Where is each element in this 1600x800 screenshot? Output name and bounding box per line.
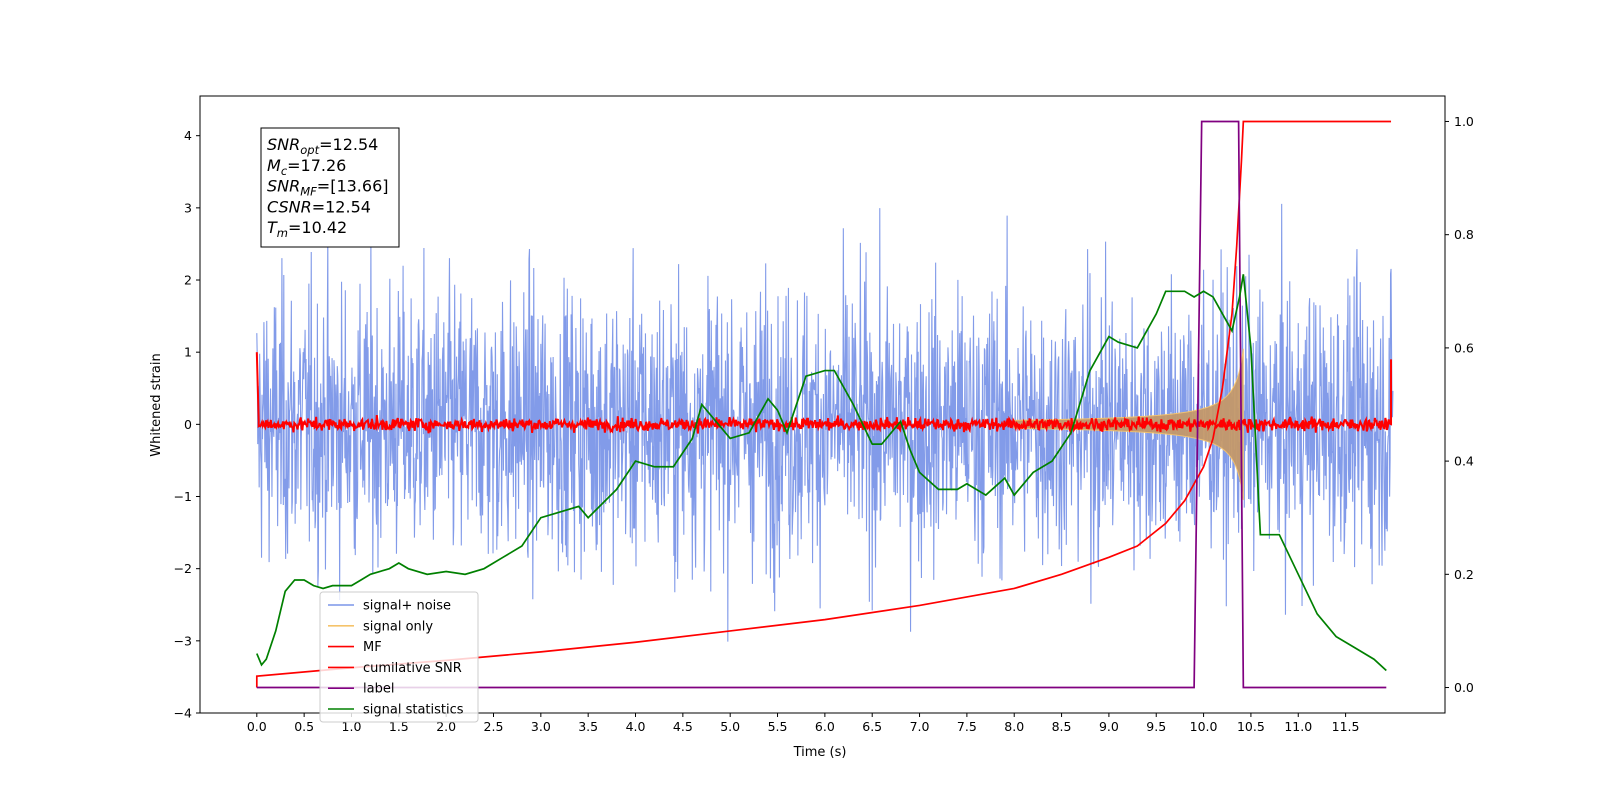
y-tick-label: 2 xyxy=(184,273,192,288)
annotation-frame xyxy=(260,127,400,248)
legend-label: label xyxy=(363,682,394,697)
y-axis-right: 0.0 0.2 0.4 0.6 0.8 1.0 xyxy=(1445,114,1474,695)
y2-tick-label: 1.0 xyxy=(1454,114,1474,129)
x-tick-label: 10.5 xyxy=(1237,719,1265,734)
legend-label: cumilative SNR xyxy=(363,661,462,676)
series-cumilative-snr xyxy=(255,120,1392,688)
x-tick-label: 11.5 xyxy=(1332,719,1360,734)
y-axis-label: Whitened strain xyxy=(149,353,164,456)
x-tick-label: 2.0 xyxy=(436,719,456,734)
annotation-line: SNRMF=[13.66] xyxy=(267,177,389,199)
x-tick-label: 7.5 xyxy=(957,719,977,734)
x-tick-label: 3.0 xyxy=(531,719,551,734)
x-axis-label: Time (s) xyxy=(793,745,847,760)
series-mf xyxy=(255,352,1393,436)
x-tick-label: 8.0 xyxy=(1004,719,1024,734)
x-tick-label: 4.0 xyxy=(626,719,646,734)
y2-tick-label: 0.6 xyxy=(1454,340,1474,355)
x-tick-label: 0.0 xyxy=(247,719,267,734)
y2-tick-label: 0.4 xyxy=(1454,454,1474,469)
legend: signal+ noise signal only MF cumilative SNR… xyxy=(319,591,479,723)
x-tick-label: 4.5 xyxy=(673,719,693,734)
x-tick-label: 6.0 xyxy=(815,719,835,734)
y-axis-left: −4 −3 −2 −1 0 1 2 3 4 xyxy=(174,128,200,721)
annotation-line: SNRopt=12.54 xyxy=(267,135,378,157)
legend-label: signal+ noise xyxy=(363,599,451,614)
annotation-line: Mc=17.26 xyxy=(267,156,346,178)
x-tick-label: 9.0 xyxy=(1099,719,1119,734)
annotation-line: CSNR=12.54 xyxy=(267,197,371,216)
series-signal-noise xyxy=(256,203,1394,642)
annotation-line: Tm=10.42 xyxy=(267,218,347,240)
x-axis: 0.0 0.5 1.0 1.5 2.0 2.5 3.0 3.5 4.0 4.5 5.0 5.5 6.0 6… xyxy=(247,713,1360,734)
x-tick-label: 9.5 xyxy=(1146,719,1166,734)
x-tick-label: 0.5 xyxy=(294,719,314,734)
legend-frame xyxy=(319,591,479,723)
y-tick-label: 4 xyxy=(184,128,192,143)
y-tick-label: 1 xyxy=(184,345,192,360)
x-tick-label: 11.0 xyxy=(1284,719,1312,734)
x-tick-label: 5.5 xyxy=(768,719,788,734)
x-tick-label: 3.5 xyxy=(578,719,598,734)
series-label xyxy=(256,120,1387,689)
x-tick-label: 10.0 xyxy=(1190,719,1218,734)
y2-tick-label: 0.8 xyxy=(1454,227,1474,242)
x-tick-label: 5.0 xyxy=(720,719,740,734)
y-tick-label: −2 xyxy=(174,561,192,576)
x-tick-label: 6.5 xyxy=(862,719,882,734)
y2-tick-label: 0.2 xyxy=(1454,567,1474,582)
x-tick-label: 8.5 xyxy=(1052,719,1072,734)
series-signal-statistics xyxy=(256,274,1387,672)
x-tick-label: 7.0 xyxy=(910,719,930,734)
y-tick-label: −3 xyxy=(174,633,192,648)
x-tick-label: 1.5 xyxy=(389,719,409,734)
legend-label: signal only xyxy=(363,619,433,634)
y-tick-label: −1 xyxy=(174,489,192,504)
legend-label: signal statistics xyxy=(363,703,464,718)
y2-tick-label: 0.0 xyxy=(1454,680,1474,695)
legend-label: MF xyxy=(363,640,382,655)
x-tick-label: 2.5 xyxy=(484,719,504,734)
annotation-box: SNRopt=12.54Mc=17.26SNRMF=[13.66]CSNR=12… xyxy=(260,127,400,248)
y-tick-label: −4 xyxy=(174,706,192,721)
y-tick-label: 3 xyxy=(184,200,192,215)
y-tick-label: 0 xyxy=(184,417,192,432)
plot-area xyxy=(255,120,1394,689)
axes-frame xyxy=(199,95,1446,714)
x-tick-label: 1.0 xyxy=(342,719,362,734)
